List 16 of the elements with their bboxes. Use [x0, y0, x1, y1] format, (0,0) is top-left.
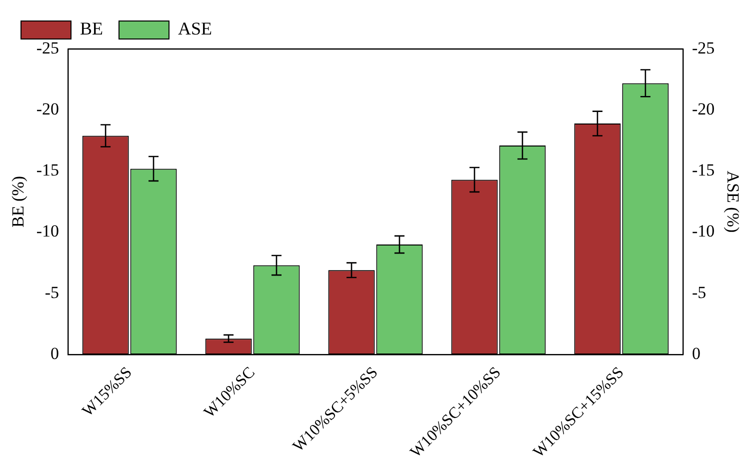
y-tick-label: -20	[36, 100, 60, 119]
y-tick-label: -10	[36, 222, 60, 241]
y2-tick-label: -10	[692, 222, 715, 241]
y2-tick-label: 0	[692, 344, 700, 363]
y-axis-title: BE (%)	[8, 176, 28, 228]
y-tick-label: -15	[36, 160, 60, 180]
legend-label: BE	[80, 18, 104, 39]
legend-label: ASE	[178, 18, 212, 39]
y-tick-label: 0	[50, 344, 60, 363]
y2-tick-label: -25	[692, 38, 715, 58]
y2-axis-title: ASE (%)	[723, 170, 742, 233]
y2-tick-label: -5	[692, 282, 706, 302]
y-tick-label: -25	[36, 38, 60, 58]
y-tick-label: -5	[44, 282, 60, 302]
y2-tick-label: -20	[692, 100, 715, 119]
y2-tick-label: -15	[692, 160, 715, 180]
